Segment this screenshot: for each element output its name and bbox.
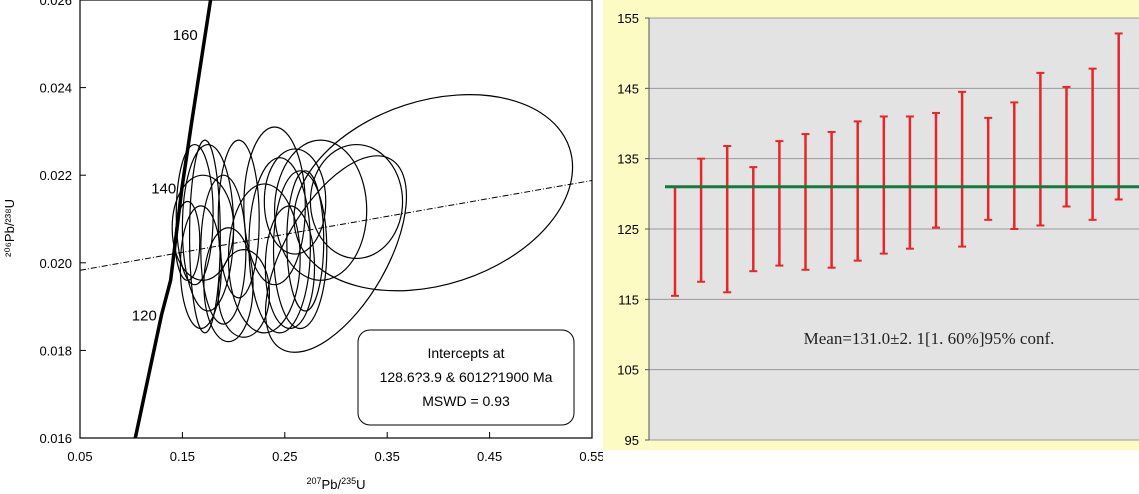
intercepts-box <box>357 329 575 426</box>
x-axis-label: 207Pb/235U <box>307 476 366 492</box>
y-tick-label: 125 <box>617 222 639 237</box>
concordia-chart: 0.016 0.018 0.020 0.022 0.024 0.026 0.05 0.15 0… <box>2 0 603 492</box>
error-ellipse <box>248 157 311 334</box>
error-ellipse <box>227 183 301 334</box>
concordia-age-label: 160 <box>173 27 198 44</box>
y-tick-label: 0.016 <box>39 431 72 446</box>
x-tick-label: 0.25 <box>272 449 297 464</box>
x-tick-label: 0.45 <box>477 449 502 464</box>
concordia-age-label: 120 <box>132 307 157 324</box>
concordia-age-label: 140 <box>151 180 176 197</box>
error-ellipse <box>217 139 260 299</box>
y-tick-label: 0.022 <box>39 168 72 183</box>
y-tick-label: 105 <box>617 363 639 378</box>
error-ellipse <box>203 227 254 343</box>
x-tick-label: 0.55 <box>579 449 603 464</box>
error-ellipse <box>263 148 327 255</box>
intercepts-line-1: Intercepts at <box>427 345 504 361</box>
error-ellipse <box>293 94 574 292</box>
y-tick-label: 0.024 <box>39 81 72 96</box>
error-ellipse <box>181 143 235 312</box>
x-tick-label: 0.35 <box>375 449 400 464</box>
error-ellipse <box>243 126 306 286</box>
y-tick-label: 135 <box>617 152 639 167</box>
y-tick-label: 115 <box>618 292 639 307</box>
x-tick-label: 0.05 <box>67 449 92 464</box>
intercepts-line-2: 128.6?3.9 & 6012?1900 Ma <box>380 369 553 385</box>
error-ellipse <box>309 143 404 260</box>
weighted-mean-chart: 95 105 115 125 135 145 155 Mean=131.0±2. 1[1. … <box>603 0 1139 450</box>
error-ellipse <box>264 155 408 353</box>
error-ellipse <box>217 249 271 338</box>
y-tick-label: 0.018 <box>39 343 72 358</box>
y-tick-label: 0.026 <box>39 0 72 8</box>
x-tick-label: 0.15 <box>170 449 195 464</box>
mean-label: Mean=131.0±2. 1[1. 60%]95% conf. <box>804 329 1055 348</box>
error-ellipse <box>188 139 221 334</box>
y-tick-label: 155 <box>617 11 639 26</box>
error-ellipse <box>273 139 368 281</box>
discordia-line <box>80 179 592 271</box>
y-tick-label: 95 <box>625 433 639 448</box>
concordia-curve <box>133 0 213 438</box>
error-ellipse <box>175 143 214 286</box>
error-ellipse <box>272 170 328 330</box>
error-ellipse <box>264 205 316 330</box>
y-axis-label: ²⁰⁶Pb/²³⁸U <box>2 199 17 257</box>
y-tick-label: 0.020 <box>39 256 72 271</box>
intercepts-line-3: MSWD = 0.93 <box>422 393 510 409</box>
y-tick-label: 145 <box>617 81 639 96</box>
error-ellipse <box>179 205 222 330</box>
